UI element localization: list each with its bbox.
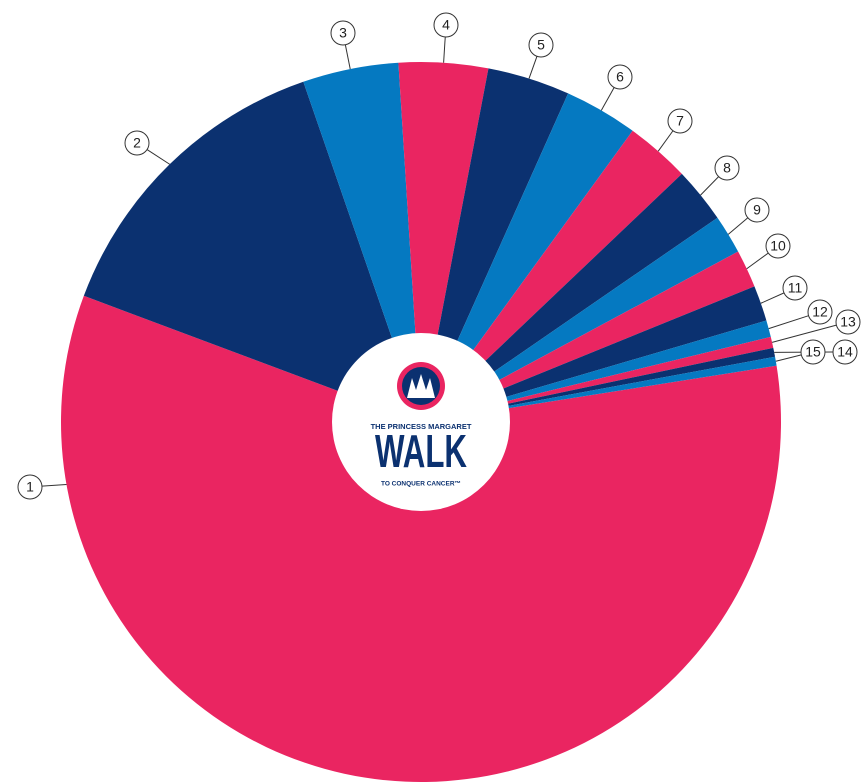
slice xyxy=(398,62,489,423)
label-circle xyxy=(782,275,808,301)
slice xyxy=(421,251,755,422)
label-circle xyxy=(807,299,833,325)
label-circle xyxy=(667,108,693,134)
label-circle xyxy=(714,155,740,181)
logo-top: THE PRINCESS MARGARET xyxy=(371,422,472,431)
logo-main: WALK xyxy=(375,425,467,477)
slice xyxy=(421,217,739,422)
slice-label: 12 xyxy=(812,304,828,320)
slice xyxy=(421,347,776,422)
leader-line xyxy=(700,176,719,196)
slice-label: 7 xyxy=(676,113,684,129)
slice-label: 2 xyxy=(133,135,141,151)
slice-label: 9 xyxy=(753,202,761,218)
slice xyxy=(421,336,774,422)
slice-label: 8 xyxy=(723,160,731,176)
slice-label: 6 xyxy=(616,69,624,85)
label-circle xyxy=(607,64,633,90)
label-circle xyxy=(330,20,356,46)
slice-label: 13 xyxy=(840,314,856,330)
center-disc xyxy=(332,333,510,511)
slice-label: 4 xyxy=(442,17,450,33)
leader-line xyxy=(746,252,769,270)
slice xyxy=(421,286,767,422)
leader-line xyxy=(768,315,809,330)
slice xyxy=(421,130,682,422)
slice-label: 3 xyxy=(339,25,347,41)
slice xyxy=(421,173,718,422)
leader-line xyxy=(344,44,351,70)
leader-line xyxy=(600,87,615,111)
label-circle xyxy=(124,130,150,156)
leader-line xyxy=(775,354,802,362)
slice xyxy=(421,356,777,422)
center-logo: THE PRINCESS MARGARET WALK TO CONQUER CA… xyxy=(332,333,510,511)
slice xyxy=(421,320,771,422)
label-circle xyxy=(17,474,43,500)
leader-line xyxy=(41,484,67,487)
slice xyxy=(61,295,782,782)
label-circle xyxy=(800,339,826,365)
label-circle xyxy=(433,12,459,38)
leader-line xyxy=(771,324,837,343)
leader-line xyxy=(657,130,674,152)
leader-line xyxy=(528,56,538,79)
slice-label: 11 xyxy=(788,280,803,296)
slice xyxy=(83,81,421,423)
logo-figures xyxy=(407,374,435,398)
leader-line xyxy=(760,292,785,304)
leader-line xyxy=(727,217,749,235)
slice-label: 15 xyxy=(805,344,821,360)
slice-label: 14 xyxy=(837,344,853,360)
logo-bottom: TO CONQUER CANCER™ xyxy=(381,481,461,488)
slice-label: 10 xyxy=(770,238,786,254)
label-circle xyxy=(832,339,858,365)
slice xyxy=(421,93,633,422)
label-circle xyxy=(528,32,554,58)
label-circle xyxy=(835,309,861,335)
leader-line xyxy=(443,36,446,63)
leader-line xyxy=(146,149,170,165)
slices xyxy=(61,62,782,782)
slice xyxy=(421,68,569,422)
slice-label: 5 xyxy=(537,37,545,53)
label-circle xyxy=(744,197,770,223)
slice-label: 1 xyxy=(26,479,34,495)
label-circle xyxy=(765,233,791,259)
slice xyxy=(303,62,421,422)
